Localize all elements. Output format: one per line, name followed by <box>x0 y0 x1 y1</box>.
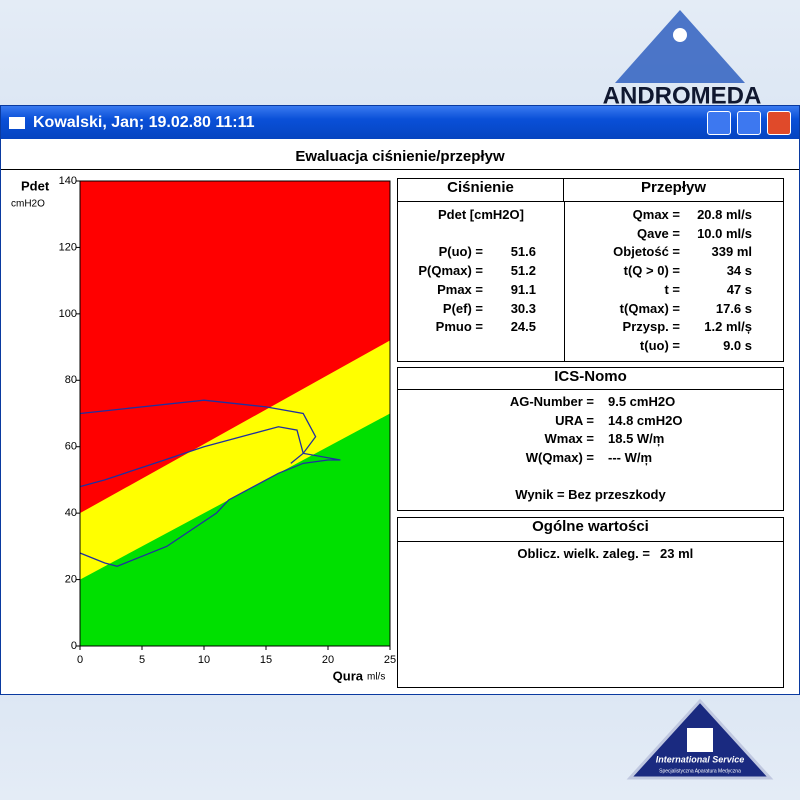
row-value: 91.1 <box>510 281 536 297</box>
pressure-flow-box: Ciśnienie Przepływ Pdet [cmH2O] P(uo) = 5… <box>397 178 784 362</box>
row-label: AG-Number = <box>509 394 594 409</box>
curve <box>79 426 341 567</box>
row-label: URA = <box>555 412 594 428</box>
minimize-button[interactable] <box>707 111 731 135</box>
title-bar: Kowalski, Jan; 19.02.80 11:11 <box>1 106 799 139</box>
y-unit: cmH2O <box>11 199 45 210</box>
row-label: Pmuo = <box>435 319 483 335</box>
y-tick-label: 20 <box>65 573 77 585</box>
row-label: Przysp. = <box>622 319 680 335</box>
x-tick-label: 0 <box>77 654 83 666</box>
pressure-title: Ciśnienie <box>398 179 564 202</box>
panel-title: Ewaluacja ciśnienie/przepływ <box>295 148 505 165</box>
row-value: 34 s <box>726 263 752 279</box>
row-label: Wmax = <box>544 431 595 447</box>
row-value: 23 ml <box>660 546 694 561</box>
row-value: 51.6 <box>510 244 536 260</box>
row-value: 9.5 cmH2O <box>608 394 676 409</box>
window: Kowalski, Jan; 19.02.80 11:11 Ewaluacja … <box>0 105 800 695</box>
logo-figure <box>673 28 687 42</box>
row-value: 9.0 s <box>723 337 752 353</box>
y-label: Pdet <box>21 178 50 193</box>
row-label: t(uo) = <box>639 337 680 353</box>
row-label: t(Q > 0) = <box>623 263 680 279</box>
y-tick-label: 80 <box>65 374 77 386</box>
plot-border <box>79 180 391 647</box>
y-tick-label: 100 <box>59 308 77 320</box>
row-label: Oblicz. wielk. zaleg. = <box>517 546 650 561</box>
y-tick-label: 140 <box>59 175 77 187</box>
row-value: 10.0 ml/s <box>697 225 752 241</box>
x-tick-label: 5 <box>139 654 145 666</box>
curve <box>79 399 317 464</box>
logo-bottom: International Service Specjalistyczna Ap… <box>626 698 774 780</box>
row-value: 339 ml <box>711 244 752 260</box>
general-title: Ogólne wartości <box>398 518 783 542</box>
row-value: 47 s <box>726 281 752 297</box>
separator <box>1 169 799 170</box>
row-value: 24.5 <box>510 319 536 335</box>
x-tick-label: 20 <box>322 654 334 666</box>
row-value: 20.8 ml/s <box>697 207 752 222</box>
logo-mark <box>687 728 713 752</box>
row-label: Qave = <box>636 225 680 241</box>
row-label: P(Qmax) = <box>418 263 483 279</box>
ics-title: ICS-Nomo <box>398 368 783 390</box>
ics-result: Wynik = Bez przeszkody <box>515 487 666 502</box>
logo-tagline: Specjalistyczna Aparatura Medyczna <box>659 768 741 774</box>
window-title: Kowalski, Jan; 19.02.80 11:11 <box>33 114 255 131</box>
divider <box>564 202 565 361</box>
row-label: t = <box>664 281 680 297</box>
x-tick-label: 10 <box>198 654 210 666</box>
x-unit: ml/s <box>367 672 385 683</box>
row-value: 30.3 <box>510 300 536 316</box>
y-tick-label: 60 <box>65 441 77 453</box>
row-label: Qmax = <box>632 207 680 222</box>
y-tick-label: 40 <box>65 507 77 519</box>
y-tick-label: 0 <box>71 640 77 652</box>
ics-box: ICS-Nomo Wynik = Bez przeszkody AG-Numbe… <box>397 367 784 511</box>
row-label: P(uo) = <box>438 244 483 260</box>
y-tick-label: 120 <box>59 241 77 253</box>
close-button[interactable] <box>767 111 791 135</box>
flow-title: Przepływ <box>564 179 783 202</box>
x-label: Qura <box>333 668 364 683</box>
window-icon <box>9 116 25 129</box>
row-value: 18.5 W/m̦ <box>608 431 665 447</box>
row-label: Objetość = <box>613 244 680 260</box>
row-label: P(ef) = <box>442 300 483 316</box>
maximize-button[interactable] <box>737 111 761 135</box>
row-value: 14.8 cmH2O <box>608 412 683 428</box>
row-value: 51.2 <box>510 263 536 279</box>
row-value: 1.2 ml/ș <box>704 319 752 335</box>
logo-triangle <box>615 10 745 83</box>
pressure-header: Pdet [cmH2O] <box>438 207 524 222</box>
logo-top: ANDROMEDA <box>603 10 762 105</box>
chart: 0 20 40 60 80 100 120 140 0 5 10 15 20 25 Pdet cmH2O Qur… <box>11 175 396 684</box>
x-tick-label: 25 <box>384 654 396 666</box>
row-label: W(Qmax) = <box>525 450 594 466</box>
row-value: 17.6 s <box>715 300 752 316</box>
zone <box>80 413 390 646</box>
general-box: Ogólne wartości Oblicz. wielk. zaleg. = 2… <box>397 517 784 688</box>
logo-name: International Service <box>656 754 745 764</box>
x-tick-label: 15 <box>260 654 272 666</box>
logo-text: ANDROMEDA <box>603 82 762 105</box>
row-label: t(Qmax) = <box>619 300 680 316</box>
row-label: Pmax = <box>437 281 483 297</box>
row-value: --- W/m̦ <box>608 450 653 466</box>
